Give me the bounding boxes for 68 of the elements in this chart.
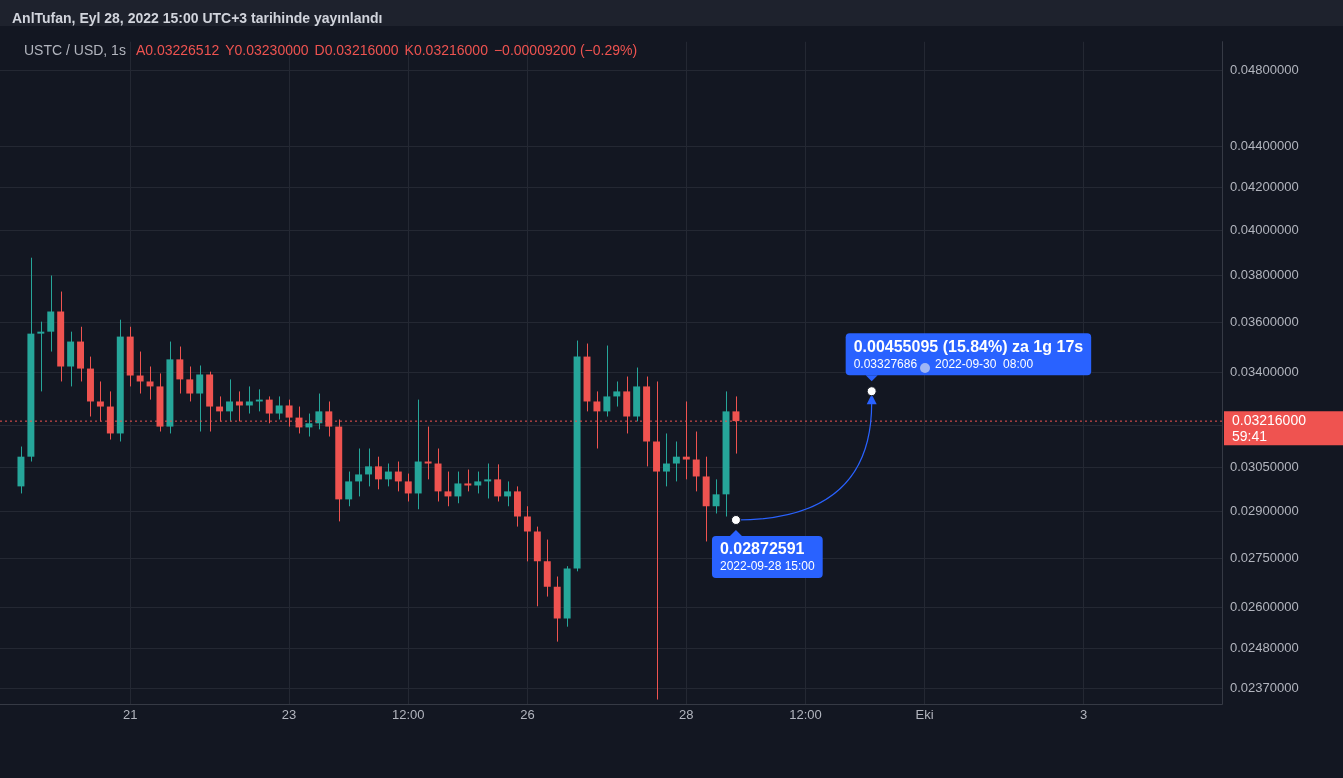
candlestick [374,456,382,490]
candlestick [692,431,700,492]
x-tick-label: 26 [520,706,535,722]
candlestick [37,321,45,392]
annotation: Y0.03230000 [225,42,309,58]
candlestick [494,463,502,502]
y-tick-label: 0.02750000 [1230,549,1299,565]
y-tick-label: 0.04800000 [1230,62,1299,78]
candlestick [712,478,720,514]
candlestick [464,469,472,492]
y-tick-label: 0.04400000 [1230,138,1299,154]
y-tick-label: 0.03400000 [1230,363,1299,379]
x-tick-label: 23 [281,706,297,722]
candlestick [613,380,621,408]
candlestick [394,461,402,492]
annotation: K0.03216000 [404,42,488,58]
annotation: −0.00009200 (−0.29%) [493,42,638,58]
x-tick-label: Eki [915,706,934,722]
annotation: 2022-09-28 15:00 [719,559,816,574]
candlestick [245,385,253,415]
candlestick [404,473,412,502]
candlestick [275,395,283,420]
x-tick-label: 28 [679,706,694,722]
candlestick [384,463,392,487]
candlestick [424,426,432,480]
candlestick [146,366,154,401]
y-tick-label: 0.02900000 [1230,503,1299,519]
candlestick [662,432,670,487]
candlestick [365,448,373,487]
candlestick [504,480,512,507]
candlestick [226,378,233,422]
x-tick-label: 3 [1079,706,1088,722]
y-tick-label: 0.03600000 [1230,313,1299,329]
y-tick-label: 0.04000000 [1230,221,1299,237]
candlestick [315,393,323,430]
candlestick [186,366,194,402]
candlestick [47,275,55,353]
candlestick [474,471,482,494]
text: 59:41 [1232,427,1268,444]
annotation: 0.03327686 [853,356,918,371]
candlestick [444,471,452,507]
x-tick-label: 12:00 [391,706,425,722]
candlestick [523,505,531,562]
x-tick-label: 12:00 [789,706,822,722]
y-tick-label: 0.03050000 [1230,459,1299,475]
candlestick [484,463,492,499]
annotation: A0.03226512 [135,42,220,58]
annotation: D0.03216000 [314,42,399,58]
ref-line-label: 0.03216000 [1232,411,1307,428]
y-tick-label: 0.02600000 [1230,598,1299,614]
candlestick [176,346,184,395]
y-tick-label: 0.04200000 [1230,178,1299,194]
candlestick [603,345,611,418]
chart-title: AnlTufan, Eyl 28, 2022 15:00 UTC+3 tarihinde yayınlandı [12,10,383,26]
candlestick [672,441,680,482]
y-tick-label: 0.02370000 [1230,679,1299,695]
x-tick-label: 21 [122,706,138,722]
annotation: 2022-09-30 08:00 [935,356,1034,371]
candlestick [196,364,204,433]
chart-subtitle: USTC / USD, 1s [24,42,126,58]
annotation: 0.00455095 (15.84%) za 1g 17s [853,337,1084,355]
candlestick [355,448,363,497]
candlestick [454,471,462,504]
y-tick-label: 0.02480000 [1230,640,1299,656]
candlestick [305,413,313,437]
candlestick [345,471,353,507]
annotation: 0.02872591 [719,540,805,558]
y-tick-label: 0.03800000 [1230,266,1299,282]
